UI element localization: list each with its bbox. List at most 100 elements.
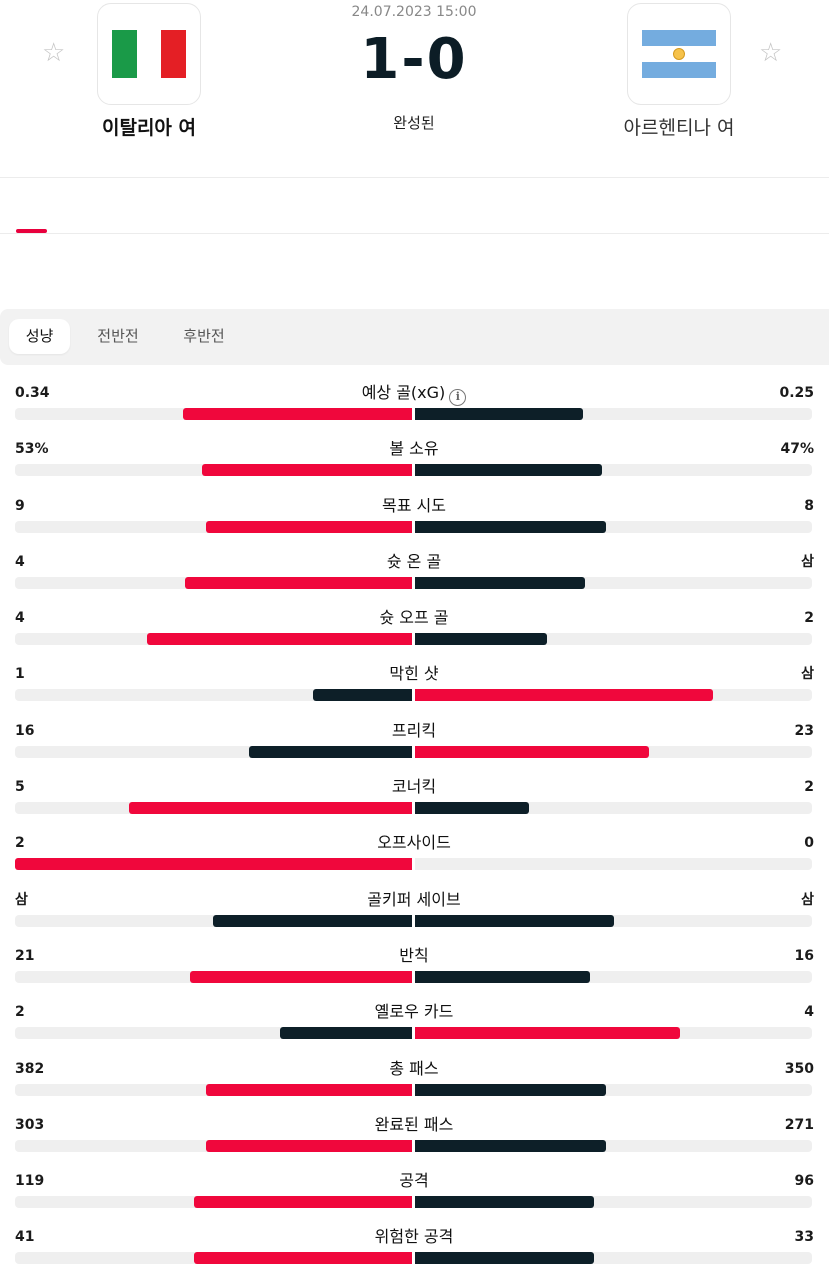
stat-away-value: 96	[794, 1173, 814, 1190]
stat-home-value: 2	[15, 835, 25, 852]
stat-row: 4 슛 오프 골 2	[0, 605, 829, 661]
home-stat-bar	[313, 689, 412, 702]
stat-row: 2 오프사이드 0	[0, 830, 829, 886]
home-stat-track	[15, 970, 412, 983]
home-team-logo[interactable]	[97, 3, 201, 105]
away-stat-track	[415, 745, 812, 758]
stat-label: 총 패스	[214, 1059, 614, 1079]
period-tabs: 성냥 전반전 후반전	[0, 309, 829, 365]
away-stat-bar	[415, 802, 529, 815]
stat-label: 옐로우 카드	[214, 1002, 614, 1022]
stat-home-value: 2	[15, 1004, 25, 1021]
home-stat-track	[15, 576, 412, 589]
stat-label-text: 슛 오프 골	[379, 608, 449, 628]
stat-label-text: 코너킥	[391, 777, 437, 797]
away-stat-track	[415, 858, 812, 871]
tab-first-half[interactable]: 전반전	[97, 327, 139, 345]
home-stat-bar	[206, 520, 412, 533]
away-stat-track	[415, 1027, 812, 1040]
away-stat-bar	[415, 914, 614, 927]
stat-away-value: 2	[804, 779, 814, 796]
stat-home-value: 21	[15, 947, 35, 964]
away-stat-track	[415, 1083, 812, 1096]
match-header: ☆ 이탈리아 여 24.07.2023 15:00 1-0 완성된 아르헨티나 …	[0, 0, 829, 178]
stat-away-value: 삼	[801, 553, 814, 570]
stat-label: 완료된 패스	[214, 1115, 614, 1135]
home-stat-bar	[194, 1196, 412, 1209]
home-stat-bar	[15, 858, 412, 871]
stat-home-value: 9	[15, 497, 25, 514]
home-stat-track	[15, 520, 412, 533]
home-stat-track	[15, 914, 412, 927]
match-status: 완성된	[393, 114, 435, 132]
star-outline-icon[interactable]: ☆	[759, 38, 783, 68]
stat-label-text: 완료된 패스	[374, 1114, 454, 1134]
home-team-name[interactable]: 이탈리아 여	[101, 117, 196, 139]
away-stat-track	[415, 914, 812, 927]
home-stat-track	[15, 858, 412, 871]
stat-home-value: 119	[15, 1173, 45, 1190]
stat-label-text: 골키퍼 세이브	[367, 889, 461, 909]
star-outline-icon[interactable]: ☆	[42, 38, 66, 68]
stat-home-value: 5	[15, 779, 25, 796]
stat-label: 코너킥	[214, 777, 614, 797]
stat-label: 예상 골(xG) i	[214, 383, 614, 406]
stat-row: 5 코너킥 2	[0, 774, 829, 830]
stat-home-value: 0.34	[15, 385, 50, 401]
home-stat-track	[15, 802, 412, 815]
away-stat-bar	[415, 1252, 594, 1265]
home-stat-track	[15, 1139, 412, 1152]
argentina-flag-icon	[642, 30, 716, 78]
away-stat-track	[415, 408, 812, 420]
home-stat-bar	[213, 914, 412, 927]
home-stat-bar	[202, 464, 412, 477]
stat-row: 53% 볼 소유 47%	[0, 436, 829, 492]
stat-label-text: 총 패스	[389, 1058, 439, 1078]
home-stat-track	[15, 633, 412, 646]
home-stat-bar	[190, 970, 412, 983]
away-stat-track	[415, 802, 812, 815]
home-stat-bar	[280, 1027, 412, 1040]
tab-second-half[interactable]: 후반전	[183, 327, 225, 345]
away-stat-track	[415, 689, 812, 702]
stat-label-text: 옐로우 카드	[374, 1002, 454, 1022]
tab-match[interactable]: 성냥	[9, 319, 70, 354]
away-stat-bar	[415, 576, 585, 589]
stat-label: 반칙	[214, 946, 614, 966]
stat-away-value: 4	[804, 1004, 814, 1021]
stat-label-text: 예상 골(xG)	[361, 383, 446, 402]
stat-row: 9 목표 시도 8	[0, 493, 829, 549]
match-score: 1-0	[360, 27, 468, 92]
away-stat-track	[415, 1252, 812, 1265]
nav-divider	[0, 233, 829, 234]
home-stat-track	[15, 745, 412, 758]
stat-away-value: 2	[804, 610, 814, 627]
away-stat-bar	[415, 408, 583, 420]
stat-row: 2 옐로우 카드 4	[0, 999, 829, 1055]
stat-away-value: 350	[784, 1060, 814, 1077]
stat-away-value: 삼	[801, 891, 814, 908]
home-stat-bar	[147, 633, 412, 646]
home-stat-bar	[129, 802, 412, 815]
home-stat-track	[15, 1083, 412, 1096]
stat-away-value: 47%	[780, 441, 814, 458]
away-stat-bar	[415, 1139, 606, 1152]
stat-label: 슛 온 골	[214, 552, 614, 572]
away-stat-track	[415, 633, 812, 646]
stat-label: 볼 소유	[214, 439, 614, 459]
away-stat-bar	[415, 689, 713, 702]
stat-home-value: 4	[15, 553, 25, 570]
away-stat-bar	[415, 520, 606, 533]
stat-label-text: 반칙	[399, 945, 429, 965]
away-team-logo[interactable]	[627, 3, 731, 105]
info-icon[interactable]: i	[449, 389, 467, 406]
away-team-name[interactable]: 아르헨티나 여	[623, 117, 735, 139]
home-stat-bar	[183, 408, 412, 420]
active-nav-indicator	[16, 229, 47, 233]
away-stat-track	[415, 576, 812, 589]
stat-away-value: 0	[804, 835, 814, 852]
stat-home-value: 41	[15, 1229, 35, 1246]
stat-row: 0.34 예상 골(xG) i 0.25	[0, 380, 829, 436]
stats-list: 0.34 예상 골(xG) i 0.25 53% 볼 소유 47% 9 목표 시도 8 4 슛 온 골…	[0, 380, 829, 1281]
stat-row: 21 반칙 16	[0, 943, 829, 999]
